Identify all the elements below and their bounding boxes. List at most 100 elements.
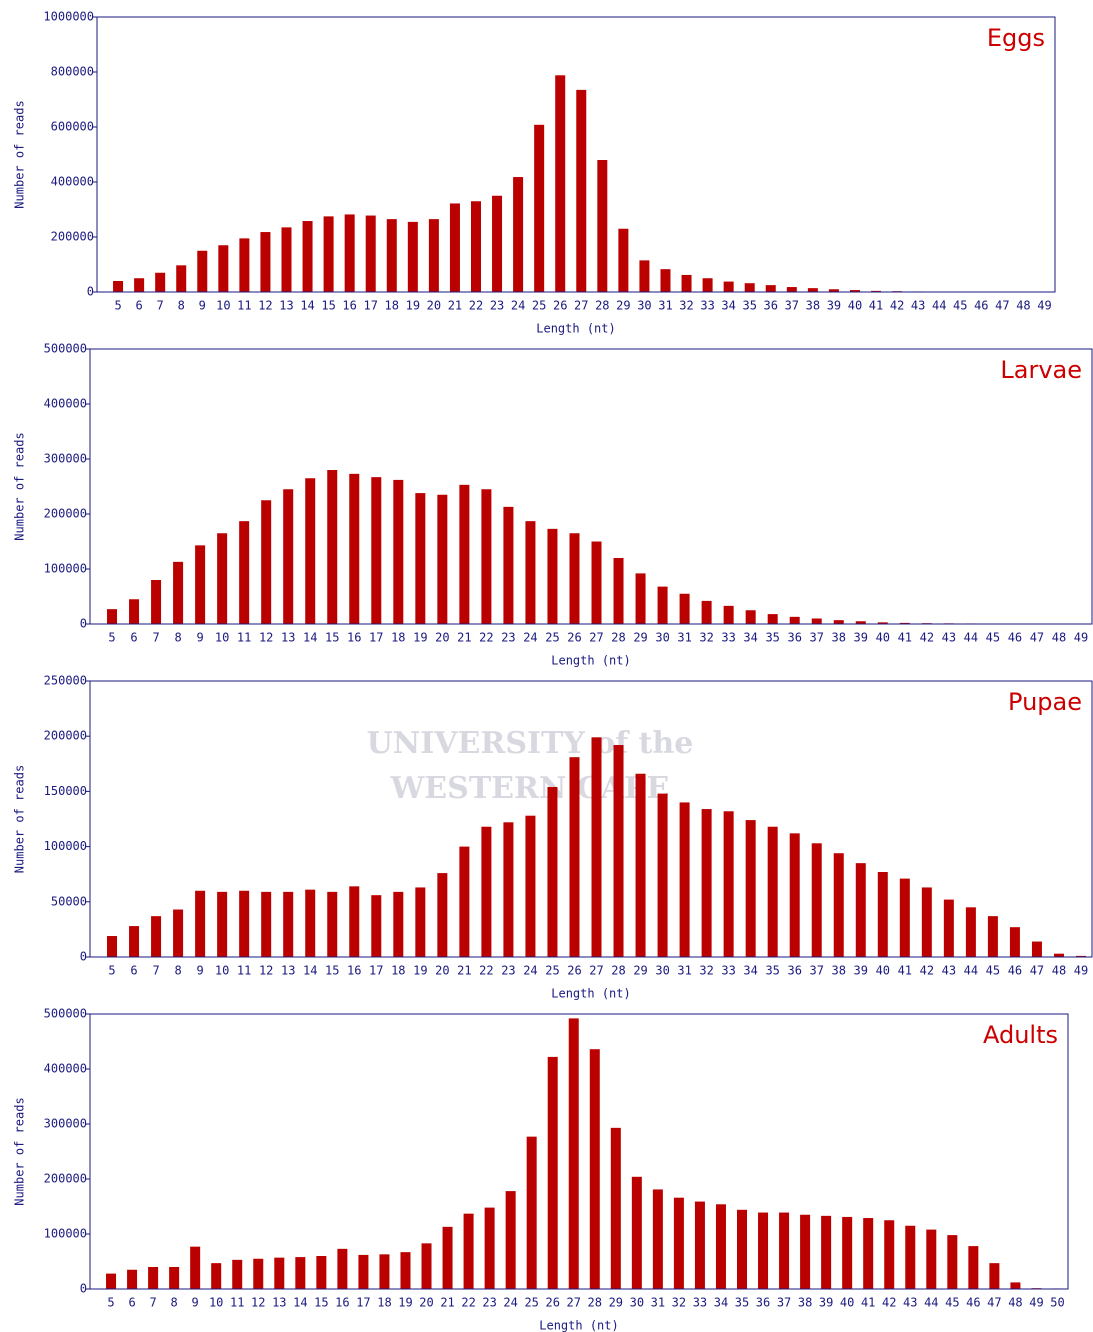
bar xyxy=(485,1208,495,1289)
x-tick-label: 38 xyxy=(832,631,846,645)
bar xyxy=(281,227,291,292)
x-tick-label: 29 xyxy=(633,631,647,645)
x-tick-label: 35 xyxy=(735,1296,749,1310)
bar xyxy=(682,275,692,292)
x-tick-label: 13 xyxy=(281,631,295,645)
y-tick-label: 0 xyxy=(80,617,87,631)
x-tick-label: 36 xyxy=(787,964,801,978)
x-tick-label: 29 xyxy=(609,1296,623,1310)
x-tick-label: 12 xyxy=(259,631,273,645)
x-tick-label: 13 xyxy=(281,964,295,978)
bar xyxy=(379,1254,389,1289)
bar xyxy=(371,477,381,624)
x-tick-label: 26 xyxy=(567,631,581,645)
bar xyxy=(408,222,418,292)
x-tick-label: 48 xyxy=(1008,1296,1022,1310)
x-tick-label: 42 xyxy=(920,631,934,645)
bar xyxy=(232,1260,242,1289)
bar xyxy=(597,160,607,292)
bar xyxy=(106,1274,116,1289)
bar xyxy=(345,214,355,292)
x-axis-label: Length (nt) xyxy=(536,322,615,336)
x-tick-label: 12 xyxy=(258,299,272,313)
x-tick-label: 29 xyxy=(616,299,630,313)
bar xyxy=(766,285,776,292)
bar xyxy=(988,916,998,957)
y-tick-label: 400000 xyxy=(44,397,87,411)
y-tick-label: 1000000 xyxy=(43,10,94,24)
x-tick-label: 8 xyxy=(171,1296,178,1310)
x-tick-label: 13 xyxy=(279,299,293,313)
bar xyxy=(387,219,397,292)
x-tick-label: 5 xyxy=(108,631,115,645)
x-tick-label: 26 xyxy=(553,299,567,313)
bar xyxy=(211,1263,221,1289)
bar xyxy=(680,594,690,624)
x-tick-label: 48 xyxy=(1052,631,1066,645)
bar xyxy=(716,1204,726,1289)
bar xyxy=(966,907,976,957)
x-tick-label: 20 xyxy=(435,631,449,645)
bar xyxy=(790,833,800,957)
x-tick-label: 39 xyxy=(854,631,868,645)
bar xyxy=(151,580,161,624)
bar xyxy=(437,495,447,624)
bar xyxy=(724,606,734,624)
x-tick-label: 43 xyxy=(911,299,925,313)
x-tick-label: 15 xyxy=(325,964,339,978)
bar xyxy=(305,478,315,624)
x-tick-label: 44 xyxy=(932,299,946,313)
x-tick-label: 16 xyxy=(342,299,356,313)
x-tick-label: 27 xyxy=(589,631,603,645)
x-tick-label: 25 xyxy=(545,631,559,645)
x-tick-label: 28 xyxy=(588,1296,602,1310)
x-tick-label: 6 xyxy=(130,631,137,645)
x-tick-label: 49 xyxy=(1074,631,1088,645)
x-tick-label: 18 xyxy=(377,1296,391,1310)
x-tick-label: 19 xyxy=(406,299,420,313)
bar xyxy=(1010,927,1020,957)
bar xyxy=(525,521,535,624)
bar xyxy=(525,816,535,957)
x-tick-label: 32 xyxy=(679,299,693,313)
bar xyxy=(371,895,381,957)
bar xyxy=(195,545,205,624)
bar xyxy=(305,890,315,957)
x-tick-label: 40 xyxy=(848,299,862,313)
x-tick-label: 14 xyxy=(303,964,317,978)
bar xyxy=(534,125,544,292)
bar xyxy=(926,1230,936,1289)
x-tick-label: 19 xyxy=(398,1296,412,1310)
bar xyxy=(481,489,491,624)
x-tick-label: 26 xyxy=(545,1296,559,1310)
bar xyxy=(968,1246,978,1289)
x-tick-label: 24 xyxy=(523,631,537,645)
chart-title: Adults xyxy=(983,1021,1058,1049)
bar xyxy=(695,1202,705,1289)
bar xyxy=(349,474,359,624)
bar xyxy=(702,601,712,624)
x-tick-label: 44 xyxy=(964,964,978,978)
bar xyxy=(592,737,602,957)
x-tick-label: 23 xyxy=(482,1296,496,1310)
bar xyxy=(702,809,712,957)
x-tick-label: 39 xyxy=(854,964,868,978)
x-tick-label: 42 xyxy=(920,964,934,978)
x-tick-label: 5 xyxy=(107,1296,114,1310)
x-tick-label: 41 xyxy=(898,964,912,978)
x-tick-label: 25 xyxy=(545,964,559,978)
bar xyxy=(639,260,649,292)
x-tick-label: 24 xyxy=(511,299,525,313)
x-tick-label: 32 xyxy=(699,631,713,645)
watermark: UNIVERSITY of the xyxy=(367,726,694,761)
x-tick-label: 41 xyxy=(861,1296,875,1310)
bar xyxy=(636,774,646,957)
bar xyxy=(327,470,337,624)
x-tick-label: 42 xyxy=(890,299,904,313)
x-tick-label: 10 xyxy=(216,299,230,313)
bar xyxy=(636,573,646,624)
bar xyxy=(863,1218,873,1289)
x-tick-label: 38 xyxy=(806,299,820,313)
bar xyxy=(471,201,481,292)
bar xyxy=(217,533,227,624)
